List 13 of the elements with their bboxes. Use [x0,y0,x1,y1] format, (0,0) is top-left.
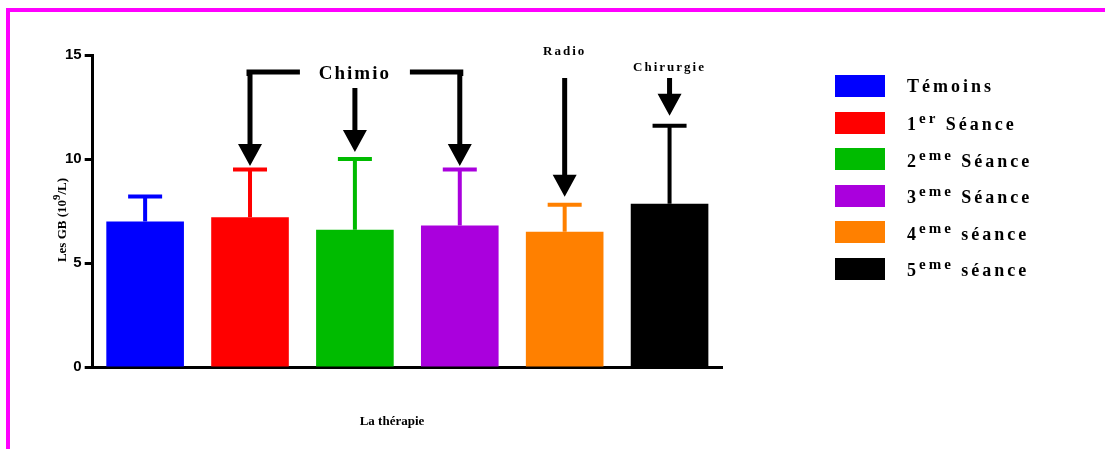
annotation: Radio [543,43,587,59]
legend-label: Témoins [907,75,995,97]
legend-label: 5$^{eme}$ séance [907,256,1030,282]
legend-label: 2$^{eme}$ Séance [907,146,1033,172]
y-tick-label: 5 [73,253,82,271]
legend-label: 4$^{eme}$ séance [907,219,1030,245]
x-axis-title: La thérapie [359,412,425,428]
legend-label: 3$^{eme}$ Séance [907,183,1033,209]
y-tick-label: 0 [73,357,82,375]
annotation: Chirurgie [633,59,706,75]
y-tick-label: 15 [65,45,82,63]
legend-label: 1$^{er}$ Séance [907,110,1017,136]
y-tick-label: 10 [65,149,82,167]
